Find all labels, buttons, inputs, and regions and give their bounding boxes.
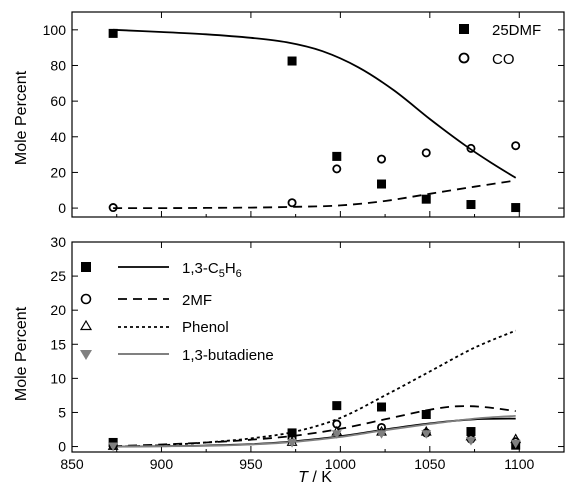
x-axis-title: T / K [298, 469, 332, 486]
top-point-open-circle [421, 148, 431, 158]
bottom-y-tick-label: 25 [50, 268, 66, 284]
bottom-point-filled-square [287, 428, 297, 438]
top-point-filled-square [466, 200, 476, 210]
top-point-filled-square [511, 203, 521, 213]
top-y-axis-title: Mole Percent [13, 70, 30, 165]
top-point-filled-square [332, 151, 342, 161]
top-point-open-circle [108, 203, 118, 213]
legend-label-25dmf: 25DMF [492, 22, 541, 39]
legend-marker-butadiene [80, 350, 92, 360]
bottom-y-tick-label: 5 [58, 404, 66, 420]
top-point-filled-square [421, 194, 431, 204]
x-tick-label: 1100 [504, 456, 534, 472]
bottom-point-filled-square [421, 410, 431, 419]
legend-marker-25dmf [459, 24, 469, 34]
bottom-point-gray-triangle-down [331, 430, 342, 439]
top-y-tick-label: 20 [50, 164, 66, 180]
legend-marker-c5h6 [81, 262, 91, 272]
top-y-tick-label: 100 [43, 22, 67, 38]
x-tick-label: 1000 [325, 456, 356, 472]
bottom-y-tick-label: 0 [58, 439, 66, 455]
top-y-tick-label: 80 [50, 57, 66, 73]
top-point-filled-square [377, 179, 387, 189]
legend-marker-co [458, 52, 470, 64]
bottom-model-line-dotted [113, 329, 517, 448]
top-y-tick-label: 40 [50, 129, 66, 145]
legend-label-co: CO [492, 51, 515, 68]
legend-label-c5h6: 1,3-C5H6 [182, 260, 242, 280]
top-point-open-circle [511, 141, 521, 151]
top-legend: 25DMF CO [458, 22, 541, 68]
top-model-line-dashed [113, 179, 516, 210]
legend-label-butadiene: 1,3-butadiene [182, 347, 274, 364]
x-tick-label: 900 [150, 456, 174, 472]
bottom-point-gray-triangle-down [465, 437, 476, 446]
bottom-point-gray-triangle-down [287, 439, 298, 448]
bottom-legend: 1,3-C5H6 2MF Phenol 1,3-butadiene [79, 260, 274, 364]
bottom-y-tick-label: 20 [50, 302, 66, 318]
legend-marker-2mf [80, 293, 92, 305]
bottom-model-line-solid [113, 415, 516, 448]
bottom-point-gray-triangle-down [421, 430, 432, 439]
top-panel: 0 20 40 60 80 100 [43, 11, 565, 218]
legend-marker-phenol [79, 319, 93, 331]
x-tick-label: 1050 [414, 456, 445, 472]
legend-label-2mf: 2MF [182, 292, 212, 309]
x-tick-label: 850 [60, 456, 84, 472]
bottom-y-tick-label: 15 [50, 336, 66, 352]
legend-label-phenol: Phenol [182, 319, 229, 336]
top-y-tick-label: 60 [50, 93, 66, 109]
top-point-open-circle [287, 198, 297, 208]
top-y-tick-label: 0 [58, 200, 66, 216]
top-point-open-circle [332, 164, 342, 174]
bottom-point-gray-triangle-down [376, 430, 387, 439]
bottom-point-filled-square [332, 401, 342, 411]
bottom-point-gray-triangle-down [510, 439, 521, 449]
bottom-plot-frame [71, 241, 565, 453]
top-point-filled-square [108, 28, 118, 38]
bottom-y-tick-label: 30 [50, 234, 66, 250]
bottom-y-axis-title: Mole Percent [13, 306, 30, 401]
top-point-open-circle [466, 143, 476, 153]
bottom-y-tick-label: 10 [50, 370, 66, 386]
top-point-open-circle [377, 154, 387, 164]
top-point-filled-square [287, 56, 297, 66]
top-plot-frame [71, 11, 565, 218]
bottom-point-filled-square [377, 402, 387, 412]
bottom-point-gray-triangle-down [108, 442, 119, 452]
top-model-line-solid [113, 28, 517, 179]
x-tick-label: 950 [239, 456, 263, 472]
bottom-panel: 0 5 10 15 20 25 30 850 900 950 1000 1050 1100 [50, 234, 565, 472]
